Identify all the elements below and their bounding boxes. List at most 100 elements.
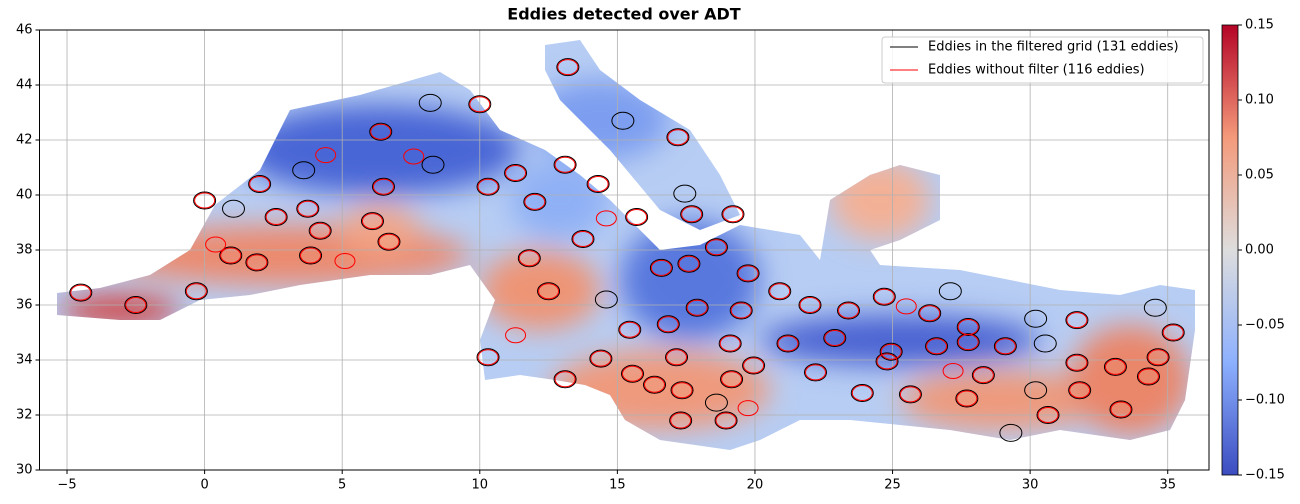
- eddy-contour: [297, 200, 319, 217]
- eddy-contour: [938, 282, 962, 301]
- eddy-contour: [296, 199, 320, 218]
- eddy-contour: [670, 412, 692, 429]
- eddy-contour: [1147, 349, 1169, 366]
- eddy-contour: [518, 250, 540, 267]
- eddy-contour: [586, 175, 610, 193]
- eddy-contour: [993, 337, 1017, 356]
- eddy-contour: [124, 296, 148, 314]
- eddy-contour: [571, 230, 595, 248]
- y-tick-label: 46: [16, 23, 33, 38]
- eddy-contour: [971, 366, 995, 385]
- x-tick-label: −5: [57, 478, 76, 493]
- eddy-contour: [670, 381, 694, 400]
- eddy-contour: [837, 301, 861, 320]
- eddy-contour: [334, 253, 356, 269]
- eddy-contour: [721, 371, 743, 388]
- eddy-contour: [899, 386, 921, 403]
- eddy-contour: [666, 349, 688, 366]
- eddy-contour: [476, 348, 500, 367]
- eddy-contour: [671, 382, 693, 399]
- eddy-contour: [880, 343, 902, 360]
- eddy-contour: [742, 356, 766, 375]
- eddy-contour: [925, 337, 949, 356]
- eddy-contour: [872, 287, 896, 306]
- eddy-contour: [715, 412, 737, 429]
- eddy-contour: [309, 222, 331, 239]
- eddy-contour: [737, 265, 759, 282]
- x-tick-label: 20: [747, 478, 764, 493]
- eddy-contour: [714, 411, 738, 430]
- y-tick-label: 38: [16, 243, 33, 258]
- eddy-contour: [678, 255, 700, 272]
- eddy-contour: [768, 282, 792, 301]
- eddy-contour: [743, 357, 765, 374]
- eddy-contour: [299, 246, 323, 265]
- eddy-contour: [421, 155, 445, 174]
- x-tick-label: 0: [200, 478, 208, 493]
- eddy-contour: [245, 253, 269, 272]
- eddy-contour: [538, 283, 560, 300]
- eddy-contour: [918, 304, 942, 323]
- eddy-contour: [523, 192, 547, 211]
- y-tick-label: 42: [16, 133, 33, 148]
- eddy-contour: [377, 232, 401, 251]
- eddy-contour: [666, 128, 690, 147]
- eddy-contour: [895, 298, 917, 315]
- eddy-contour: [476, 177, 500, 196]
- colorbar-tick-label: 0.10: [1245, 93, 1274, 108]
- plot-frame: [39, 29, 1210, 471]
- eddy-contour: [677, 254, 701, 273]
- eddy-contour: [184, 282, 208, 301]
- colorbar-tick-label: −0.15: [1245, 468, 1285, 483]
- eddy-contour: [554, 371, 576, 388]
- eddy-contour: [665, 348, 689, 367]
- eddy-contour: [371, 177, 395, 196]
- eddy-contour: [650, 259, 672, 276]
- eddy-contour: [1162, 324, 1184, 341]
- eddy-contour: [649, 258, 673, 277]
- eddy-contour: [777, 335, 799, 352]
- eddy-contour: [656, 315, 680, 334]
- eddy-contour: [994, 338, 1016, 355]
- eddy-contour: [590, 350, 612, 367]
- eddy-contour: [729, 301, 753, 320]
- axes: −5 0 5 10 15 20 25 30 35 30 32 34 36 38 40 42 44 46: [16, 23, 1209, 493]
- x-tick-label: 10: [472, 478, 489, 493]
- eddy-contour: [625, 208, 649, 226]
- eddy-contour: [477, 178, 499, 195]
- eddy-contour: [823, 329, 847, 347]
- x-tick-label: 30: [1022, 478, 1039, 493]
- y-tick-label: 40: [16, 188, 33, 203]
- eddy-contour: [1024, 381, 1048, 400]
- eddy-contour: [587, 176, 609, 192]
- eddy-contour: [621, 364, 645, 383]
- x-tick-label: 35: [1159, 478, 1176, 493]
- eddy-contour: [643, 375, 667, 394]
- eddy-contour: [1033, 334, 1057, 353]
- eddy-contour: [1036, 406, 1060, 424]
- eddy-contour: [704, 238, 728, 257]
- eddy-contour: [194, 192, 216, 209]
- eddy-contour: [69, 283, 93, 302]
- eddy-contour: [685, 298, 709, 317]
- eddy-contour: [956, 318, 980, 336]
- eddy-contour: [673, 184, 697, 203]
- eddy-contour: [879, 342, 903, 361]
- eddy-contour: [955, 389, 979, 408]
- eddy-contour: [704, 393, 728, 412]
- eddy-contour: [248, 175, 272, 193]
- eddy-contour: [798, 296, 822, 314]
- eddy-contour: [249, 176, 271, 192]
- eddy-contour: [505, 165, 527, 181]
- legend-label: Eddies without filter (116 eddies): [928, 63, 1145, 78]
- y-tick-label: 44: [16, 78, 33, 93]
- eddy-contour: [622, 365, 644, 382]
- eddy-contour: [504, 164, 528, 182]
- eddy-contour: [1104, 358, 1126, 375]
- eddy-contour: [553, 155, 577, 174]
- eddy-contour: [736, 264, 760, 283]
- eddy-contour: [418, 93, 442, 112]
- eddy-contour: [300, 247, 322, 264]
- eddy-contour: [898, 385, 922, 404]
